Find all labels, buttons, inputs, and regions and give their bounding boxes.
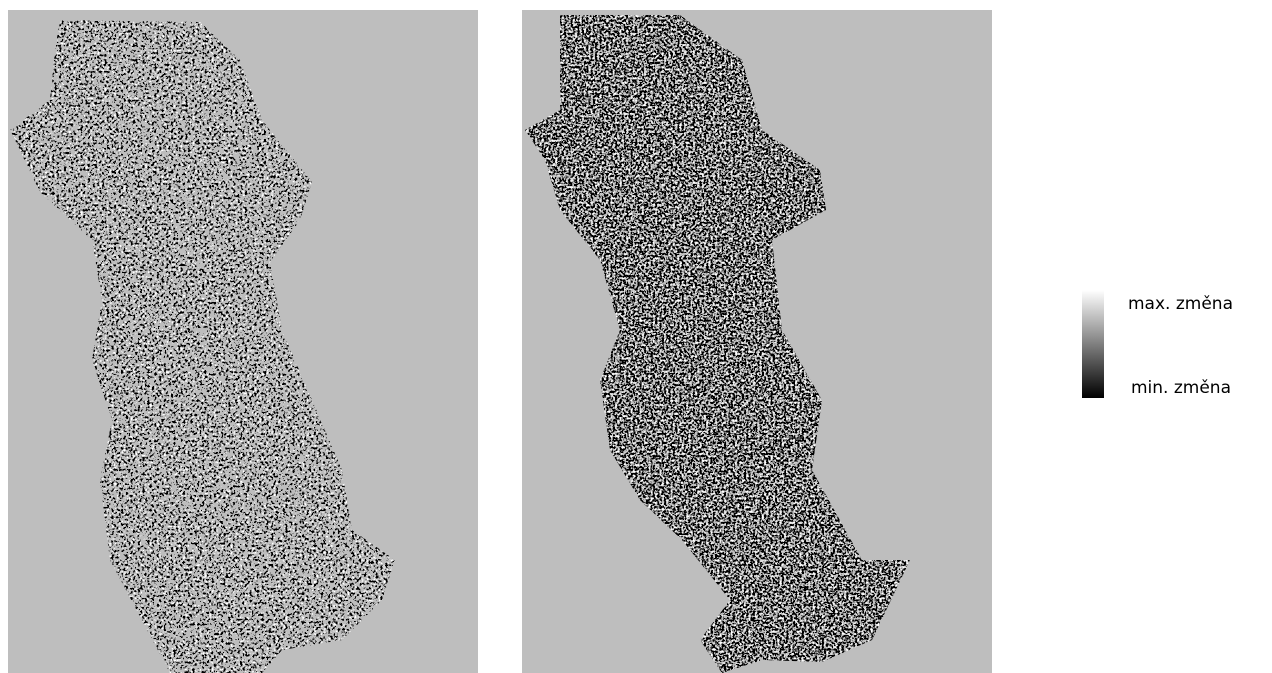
page: {"legend": {"max_label": "max. změna", "… xyxy=(0,0,1272,673)
legend-max-label: max. změna xyxy=(1128,294,1233,314)
maps-figure: max. změna min. změna xyxy=(0,0,1272,673)
legend-min-label: min. změna xyxy=(1131,378,1231,398)
legend-color-bar xyxy=(1082,290,1104,398)
legend: max. změna min. změna xyxy=(1082,290,1233,398)
